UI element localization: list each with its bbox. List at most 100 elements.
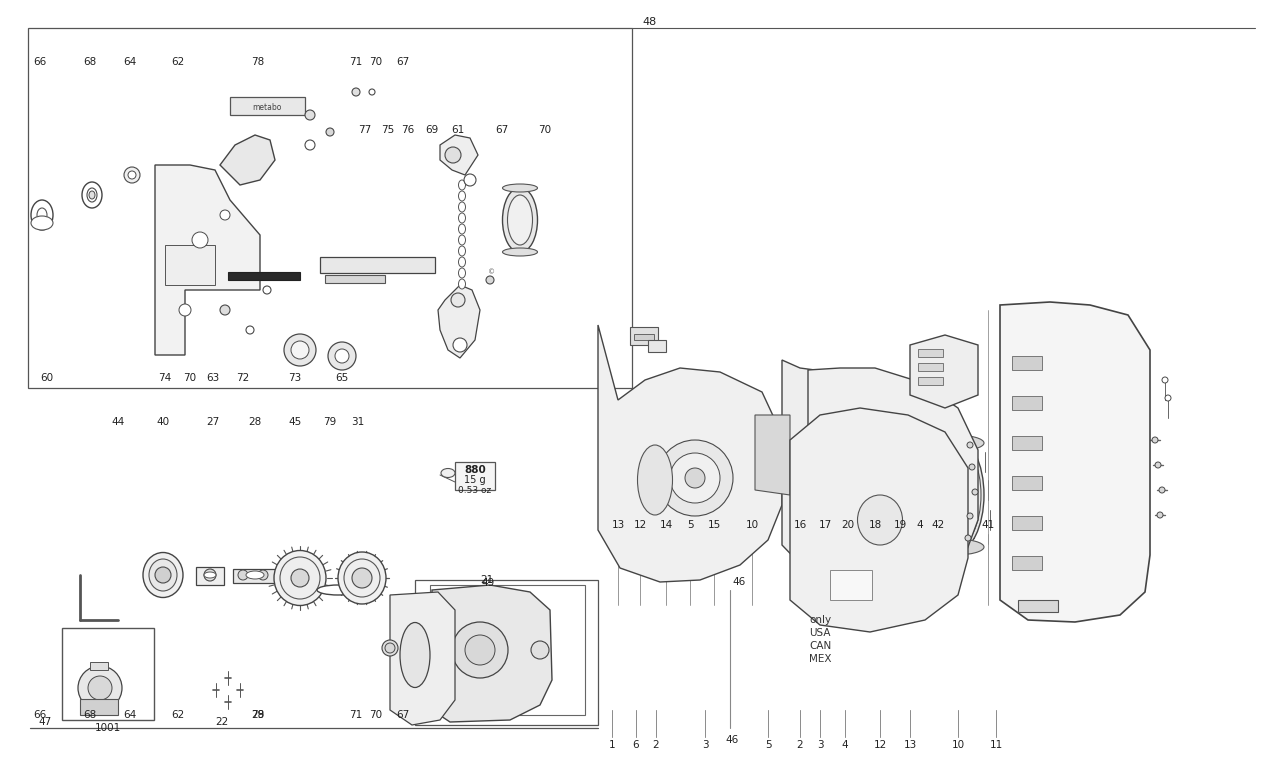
Bar: [430, 585, 585, 715]
Ellipse shape: [90, 191, 95, 199]
Circle shape: [486, 276, 494, 284]
Bar: [648, 340, 666, 352]
Text: metabo: metabo: [252, 103, 282, 112]
Text: 64: 64: [123, 57, 137, 67]
Bar: [1012, 476, 1042, 490]
Text: 2: 2: [796, 740, 804, 750]
Text: 5: 5: [686, 520, 694, 530]
Text: 71: 71: [349, 710, 362, 720]
Bar: [1012, 516, 1042, 530]
Circle shape: [305, 140, 315, 150]
Text: 20: 20: [841, 520, 855, 530]
Text: 68: 68: [83, 57, 96, 67]
Ellipse shape: [280, 557, 320, 599]
Circle shape: [669, 453, 719, 503]
Text: 74: 74: [159, 373, 172, 383]
Circle shape: [657, 440, 733, 516]
Ellipse shape: [458, 279, 466, 289]
Circle shape: [284, 334, 316, 366]
Text: 73: 73: [288, 373, 302, 383]
Circle shape: [1158, 487, 1165, 493]
Text: 28: 28: [248, 417, 261, 427]
Bar: [918, 349, 943, 357]
Text: 63: 63: [206, 373, 220, 383]
Text: 44: 44: [111, 417, 124, 427]
Text: 48: 48: [643, 17, 657, 27]
Text: 41: 41: [982, 520, 995, 530]
Text: 78: 78: [251, 57, 265, 67]
Text: CAN: CAN: [809, 641, 831, 651]
Text: 62: 62: [172, 710, 184, 720]
Bar: [1012, 356, 1042, 370]
Polygon shape: [1000, 302, 1149, 622]
Circle shape: [328, 342, 356, 370]
Text: 27: 27: [206, 417, 220, 427]
Ellipse shape: [148, 559, 177, 591]
Text: 78: 78: [251, 710, 265, 720]
Text: 14: 14: [659, 520, 672, 530]
Text: 18: 18: [868, 520, 882, 530]
Text: 5: 5: [764, 740, 772, 750]
Bar: [829, 570, 872, 600]
Circle shape: [155, 567, 172, 583]
Text: 70: 70: [370, 57, 383, 67]
Text: 11: 11: [989, 740, 1002, 750]
Text: 29: 29: [251, 710, 265, 720]
Polygon shape: [782, 360, 895, 575]
Polygon shape: [438, 285, 480, 358]
Circle shape: [88, 676, 113, 700]
Ellipse shape: [458, 246, 466, 256]
Circle shape: [128, 171, 136, 179]
Polygon shape: [808, 368, 978, 600]
Ellipse shape: [338, 552, 387, 604]
Text: 79: 79: [324, 417, 337, 427]
Text: 66: 66: [33, 710, 46, 720]
Circle shape: [238, 570, 248, 580]
Bar: [630, 327, 658, 345]
Circle shape: [451, 293, 465, 307]
Ellipse shape: [531, 641, 549, 659]
Text: 40: 40: [156, 417, 169, 427]
Circle shape: [352, 88, 360, 96]
Bar: [1012, 556, 1042, 570]
Circle shape: [972, 489, 978, 495]
Text: 15 g: 15 g: [465, 475, 486, 485]
Text: 67: 67: [495, 125, 508, 135]
Circle shape: [445, 147, 461, 163]
Text: 68: 68: [83, 710, 96, 720]
Ellipse shape: [274, 551, 326, 606]
Text: 1001: 1001: [95, 723, 122, 733]
Bar: [228, 272, 300, 280]
Circle shape: [335, 349, 349, 363]
Text: 77: 77: [358, 125, 371, 135]
Text: 13: 13: [904, 740, 916, 750]
Circle shape: [259, 570, 268, 580]
Ellipse shape: [204, 572, 216, 578]
Circle shape: [1152, 437, 1158, 443]
Text: 13: 13: [612, 520, 625, 530]
Circle shape: [78, 666, 122, 710]
Text: 31: 31: [352, 417, 365, 427]
Polygon shape: [155, 165, 260, 355]
Circle shape: [192, 232, 207, 248]
Text: 22: 22: [215, 717, 229, 727]
Circle shape: [291, 341, 308, 359]
Text: 21: 21: [480, 575, 493, 585]
Text: 4: 4: [842, 740, 849, 750]
Ellipse shape: [458, 213, 466, 223]
Ellipse shape: [381, 640, 398, 656]
Ellipse shape: [458, 224, 466, 234]
Text: 75: 75: [381, 125, 394, 135]
Text: USA: USA: [809, 628, 831, 638]
Circle shape: [204, 569, 216, 581]
Bar: [1012, 436, 1042, 450]
Text: ©: ©: [489, 269, 495, 275]
Text: 12: 12: [634, 520, 646, 530]
Ellipse shape: [458, 268, 466, 278]
Ellipse shape: [31, 200, 52, 230]
Bar: [320, 257, 435, 273]
Circle shape: [965, 535, 972, 541]
Bar: [918, 377, 943, 385]
Text: 47: 47: [38, 717, 51, 727]
Ellipse shape: [503, 248, 538, 256]
